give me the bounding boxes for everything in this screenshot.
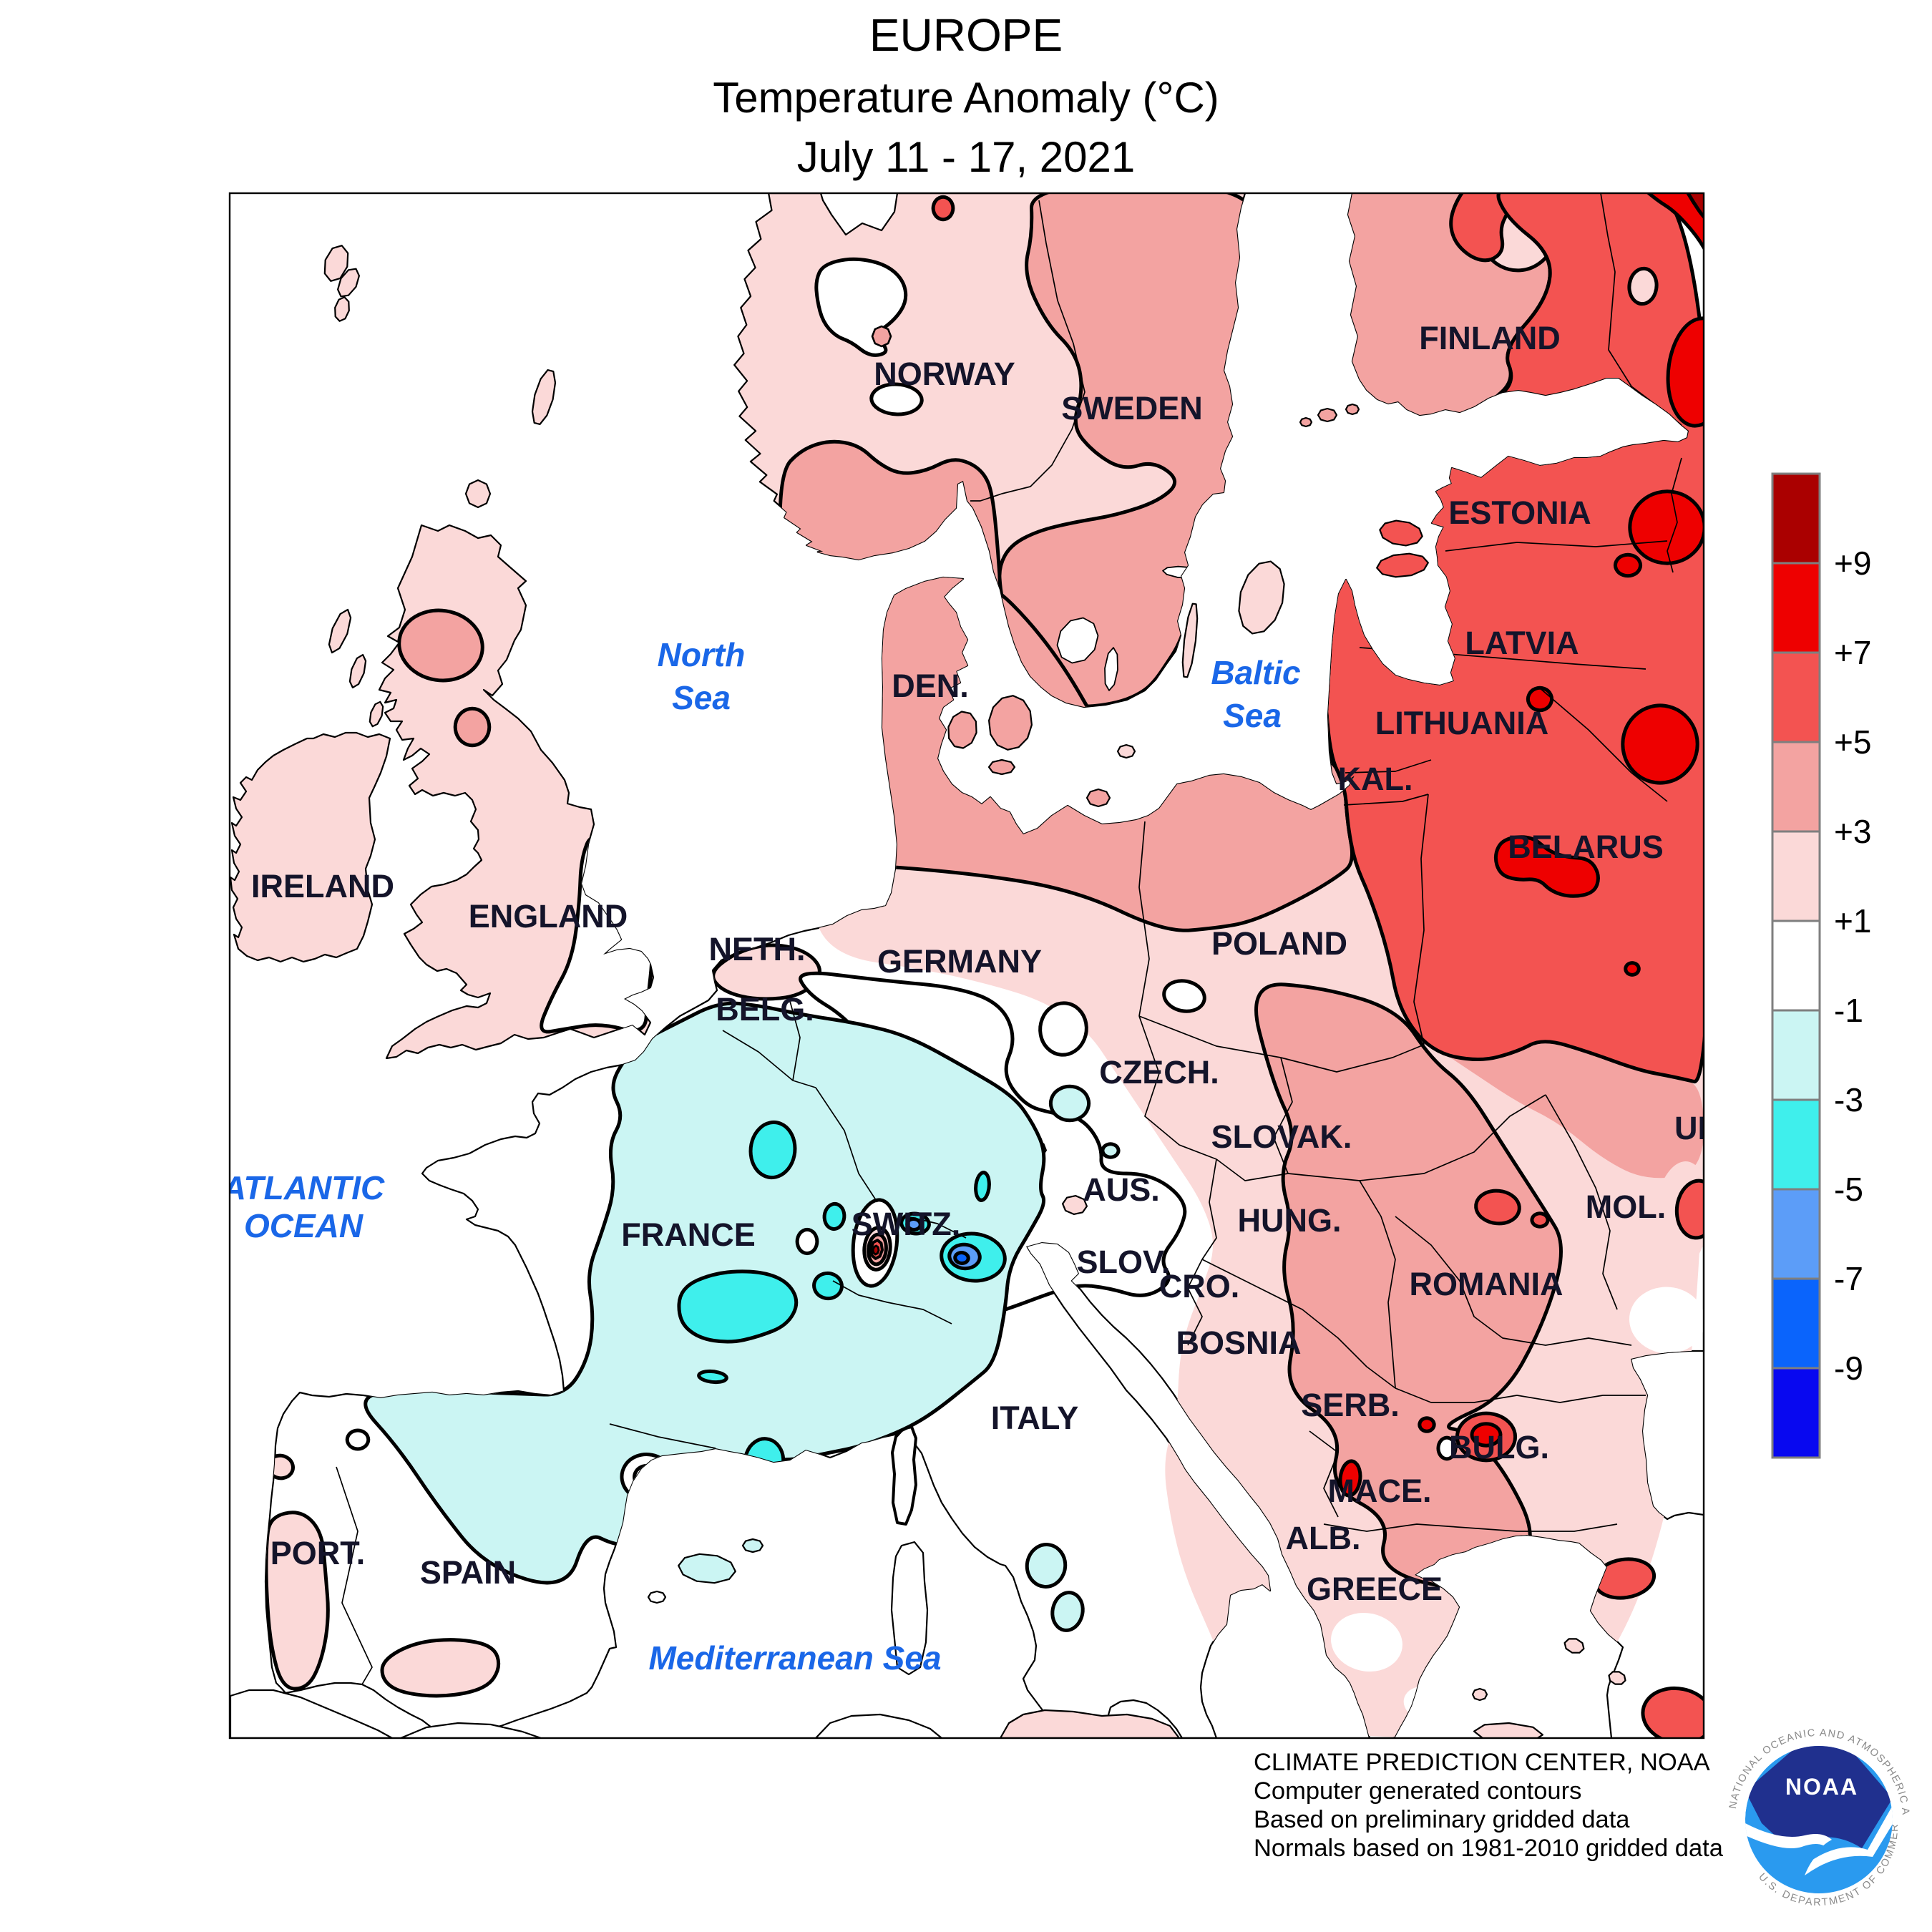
svg-text:-5: -5 xyxy=(1834,1171,1863,1208)
svg-text:Computer generated contours: Computer generated contours xyxy=(1254,1777,1581,1805)
svg-text:Based on preliminary gridded d: Based on preliminary gridded data xyxy=(1254,1806,1630,1833)
svg-text:BULG.: BULG. xyxy=(1449,1429,1549,1465)
svg-text:AUS.: AUS. xyxy=(1083,1171,1160,1208)
svg-text:CZECH.: CZECH. xyxy=(1099,1054,1219,1091)
svg-text:Sea: Sea xyxy=(1223,697,1282,734)
svg-text:IRELAND: IRELAND xyxy=(251,868,394,904)
svg-text:LATVIA: LATVIA xyxy=(1465,625,1579,661)
svg-text:ESTONIA: ESTONIA xyxy=(1448,494,1591,531)
svg-text:OCEAN: OCEAN xyxy=(244,1207,364,1244)
svg-text:+7: +7 xyxy=(1834,634,1871,671)
svg-text:SERB.: SERB. xyxy=(1301,1387,1400,1423)
svg-text:ITALY: ITALY xyxy=(991,1400,1079,1436)
svg-text:SPAIN: SPAIN xyxy=(420,1554,516,1591)
svg-text:LITHUANIA: LITHUANIA xyxy=(1375,705,1548,741)
svg-text:PORT.: PORT. xyxy=(270,1535,366,1571)
svg-text:MOL.: MOL. xyxy=(1586,1189,1666,1225)
svg-text:-7: -7 xyxy=(1834,1260,1863,1297)
svg-text:ATLANTIC: ATLANTIC xyxy=(222,1169,385,1206)
svg-text:ROMANIA: ROMANIA xyxy=(1410,1266,1563,1302)
svg-text:SWITZ.: SWITZ. xyxy=(852,1206,960,1242)
svg-text:HUNG.: HUNG. xyxy=(1238,1202,1342,1239)
svg-text:KAL.: KAL. xyxy=(1338,761,1413,797)
svg-text:FINLAND: FINLAND xyxy=(1419,320,1560,356)
svg-text:+9: +9 xyxy=(1834,545,1871,582)
svg-text:CLIMATE PREDICTION CENTER, NOA: CLIMATE PREDICTION CENTER, NOAA xyxy=(1254,1749,1710,1776)
svg-text:CRO.: CRO. xyxy=(1159,1268,1240,1304)
svg-text:DEN.: DEN. xyxy=(892,668,969,704)
svg-text:ALB.: ALB. xyxy=(1286,1520,1361,1556)
svg-text:BOSNIA: BOSNIA xyxy=(1176,1324,1301,1361)
svg-text:Mediterranean Sea: Mediterranean Sea xyxy=(648,1639,941,1677)
svg-text:MACE.: MACE. xyxy=(1328,1473,1432,1509)
svg-text:POLAND: POLAND xyxy=(1211,925,1347,962)
svg-text:SWEDEN: SWEDEN xyxy=(1061,390,1203,426)
svg-text:Normals based on 1981-2010 gri: Normals based on 1981-2010 gridded data xyxy=(1254,1835,1724,1862)
svg-text:NOAA: NOAA xyxy=(1785,1774,1858,1800)
svg-text:-9: -9 xyxy=(1834,1350,1863,1387)
svg-text:ENGLAND: ENGLAND xyxy=(469,898,628,935)
svg-text:-1: -1 xyxy=(1834,992,1863,1029)
svg-text:Sea: Sea xyxy=(672,679,731,716)
svg-text:North: North xyxy=(658,636,746,673)
svg-text:FRANCE: FRANCE xyxy=(621,1216,756,1253)
svg-text:+3: +3 xyxy=(1834,813,1871,850)
svg-text:NORWAY: NORWAY xyxy=(874,356,1015,392)
svg-text:NETH.: NETH. xyxy=(709,931,806,967)
svg-text:Baltic: Baltic xyxy=(1211,654,1300,691)
svg-text:GERMANY: GERMANY xyxy=(877,943,1042,980)
svg-text:BELARUS: BELARUS xyxy=(1508,829,1664,865)
svg-text:+1: +1 xyxy=(1834,902,1871,940)
svg-text:Temperature Anomaly (°C): Temperature Anomaly (°C) xyxy=(713,74,1219,122)
svg-text:SLOVAK.: SLOVAK. xyxy=(1211,1118,1352,1155)
svg-text:+5: +5 xyxy=(1834,723,1871,761)
svg-text:GREECE: GREECE xyxy=(1307,1571,1443,1607)
svg-text:-3: -3 xyxy=(1834,1081,1863,1118)
svg-text:BELG.: BELG. xyxy=(716,991,814,1028)
svg-text:SLOV.: SLOV. xyxy=(1077,1244,1171,1280)
svg-text:July 11 - 17, 2021: July 11 - 17, 2021 xyxy=(797,133,1136,181)
svg-text:EUROPE: EUROPE xyxy=(869,9,1063,61)
svg-text:UKR.: UKR. xyxy=(1674,1110,1753,1146)
